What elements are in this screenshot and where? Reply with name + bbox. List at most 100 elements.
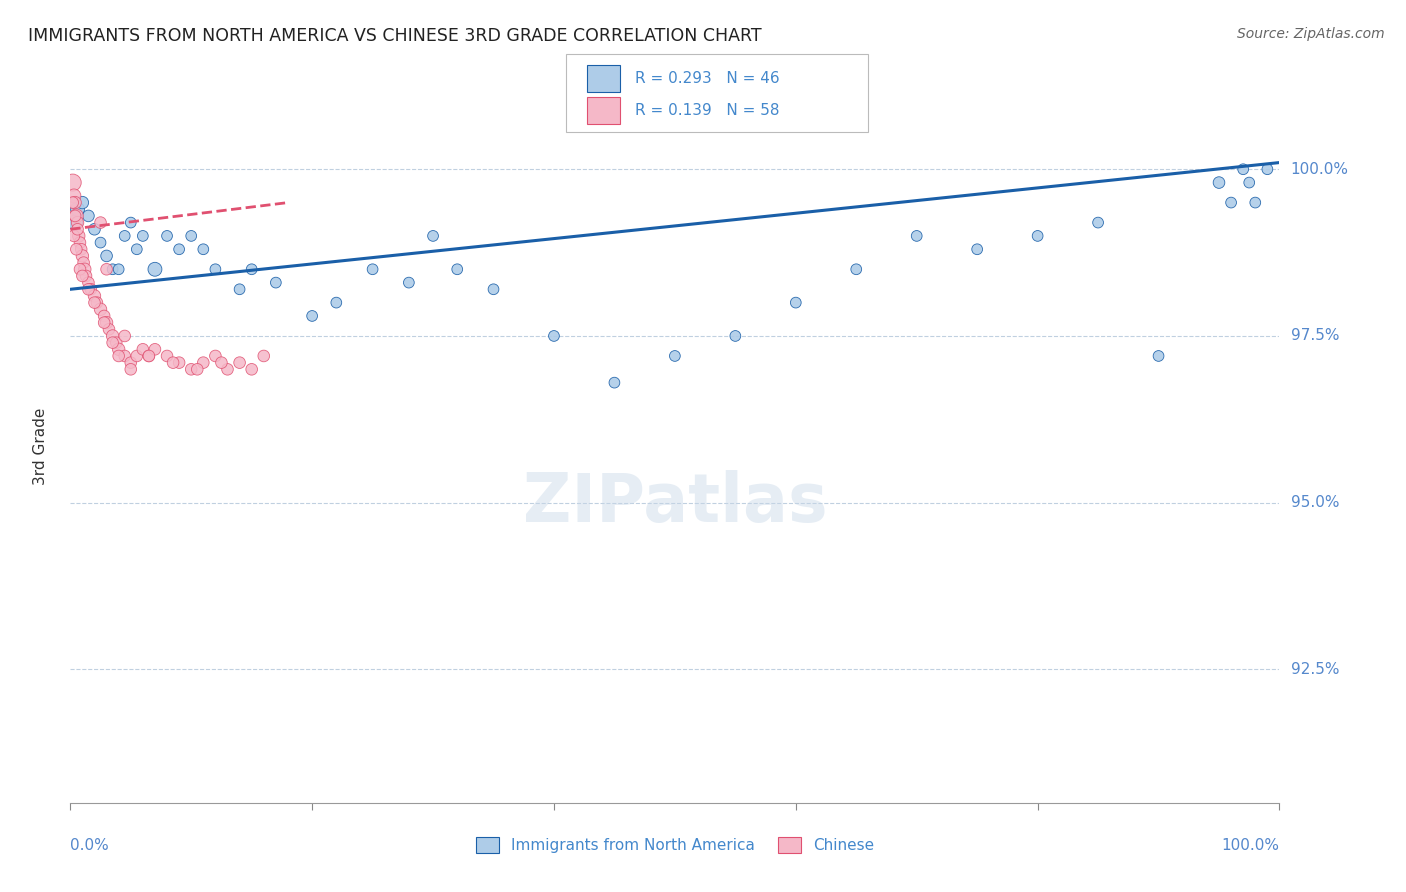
Point xyxy=(72,255,94,269)
Point xyxy=(83,295,105,310)
Point xyxy=(75,268,97,283)
Point xyxy=(72,195,94,210)
Point xyxy=(63,195,86,210)
Point xyxy=(138,349,160,363)
Point xyxy=(253,349,276,363)
Text: 0.0%: 0.0% xyxy=(70,838,110,854)
Point xyxy=(1220,195,1243,210)
Point xyxy=(63,209,86,223)
Point xyxy=(664,349,686,363)
Point xyxy=(66,202,89,217)
Point xyxy=(180,362,202,376)
Point xyxy=(96,262,118,277)
Point xyxy=(204,349,226,363)
Point xyxy=(162,356,184,370)
Point xyxy=(446,262,468,277)
Text: IMMIGRANTS FROM NORTH AMERICA VS CHINESE 3RD GRADE CORRELATION CHART: IMMIGRANTS FROM NORTH AMERICA VS CHINESE… xyxy=(28,27,762,45)
Point xyxy=(1026,228,1049,243)
Point xyxy=(83,289,105,303)
Point xyxy=(966,242,988,256)
Point xyxy=(101,335,124,350)
Point xyxy=(228,282,250,296)
Point xyxy=(180,228,202,243)
Point xyxy=(80,282,103,296)
Point xyxy=(143,262,166,277)
Point xyxy=(143,343,166,357)
Text: R = 0.139   N = 58: R = 0.139 N = 58 xyxy=(636,103,779,118)
Point xyxy=(301,309,323,323)
Point xyxy=(1244,195,1267,210)
Point xyxy=(90,216,111,230)
Point xyxy=(398,276,420,290)
Point xyxy=(67,228,90,243)
Point xyxy=(72,249,94,263)
Point xyxy=(905,228,928,243)
Point xyxy=(156,228,179,243)
Point xyxy=(724,329,747,343)
Point xyxy=(69,262,91,277)
Point xyxy=(90,302,111,317)
Point xyxy=(77,209,100,223)
Point xyxy=(72,268,94,283)
Point xyxy=(120,216,142,230)
Point xyxy=(101,329,124,343)
Point xyxy=(114,349,136,363)
Point xyxy=(66,216,89,230)
Point xyxy=(69,235,91,250)
Point xyxy=(93,316,115,330)
Point xyxy=(62,195,84,210)
Text: Source: ZipAtlas.com: Source: ZipAtlas.com xyxy=(1237,27,1385,41)
Point xyxy=(132,228,155,243)
Legend: Immigrants from North America, Chinese: Immigrants from North America, Chinese xyxy=(470,831,880,859)
Point xyxy=(543,329,565,343)
Point xyxy=(1256,162,1278,177)
Point xyxy=(1208,176,1230,190)
Point xyxy=(96,249,118,263)
Point xyxy=(77,282,100,296)
Point xyxy=(325,295,347,310)
Text: 97.5%: 97.5% xyxy=(1291,328,1339,343)
Point xyxy=(96,316,118,330)
Point xyxy=(107,262,129,277)
Point xyxy=(114,329,136,343)
Text: 100.0%: 100.0% xyxy=(1222,838,1279,854)
Point xyxy=(1232,162,1254,177)
Point xyxy=(125,349,148,363)
Point xyxy=(73,262,96,277)
Point xyxy=(66,222,89,236)
Point xyxy=(125,242,148,256)
Point xyxy=(1087,216,1109,230)
Point xyxy=(217,362,239,376)
Point xyxy=(193,242,215,256)
Point xyxy=(603,376,626,390)
Bar xyxy=(586,65,620,92)
Point xyxy=(70,242,93,256)
Text: 95.0%: 95.0% xyxy=(1291,495,1339,510)
Point xyxy=(204,262,226,277)
Point xyxy=(156,349,179,363)
Point xyxy=(193,356,215,370)
Point xyxy=(361,262,384,277)
Point xyxy=(240,262,263,277)
Point xyxy=(107,343,129,357)
Text: 100.0%: 100.0% xyxy=(1291,161,1348,177)
Point xyxy=(98,322,121,336)
Point xyxy=(167,356,190,370)
Point xyxy=(90,235,111,250)
Point xyxy=(132,343,155,357)
Point xyxy=(422,228,444,243)
Text: 92.5%: 92.5% xyxy=(1291,662,1339,677)
Point xyxy=(785,295,807,310)
Point xyxy=(105,335,128,350)
Point xyxy=(93,309,115,323)
Point xyxy=(77,276,100,290)
Point xyxy=(63,189,86,203)
Point xyxy=(107,349,129,363)
Point xyxy=(65,209,87,223)
Point xyxy=(240,362,263,376)
Point xyxy=(845,262,868,277)
Point xyxy=(186,362,208,376)
Point xyxy=(211,356,233,370)
FancyBboxPatch shape xyxy=(567,54,869,132)
Point xyxy=(1147,349,1170,363)
